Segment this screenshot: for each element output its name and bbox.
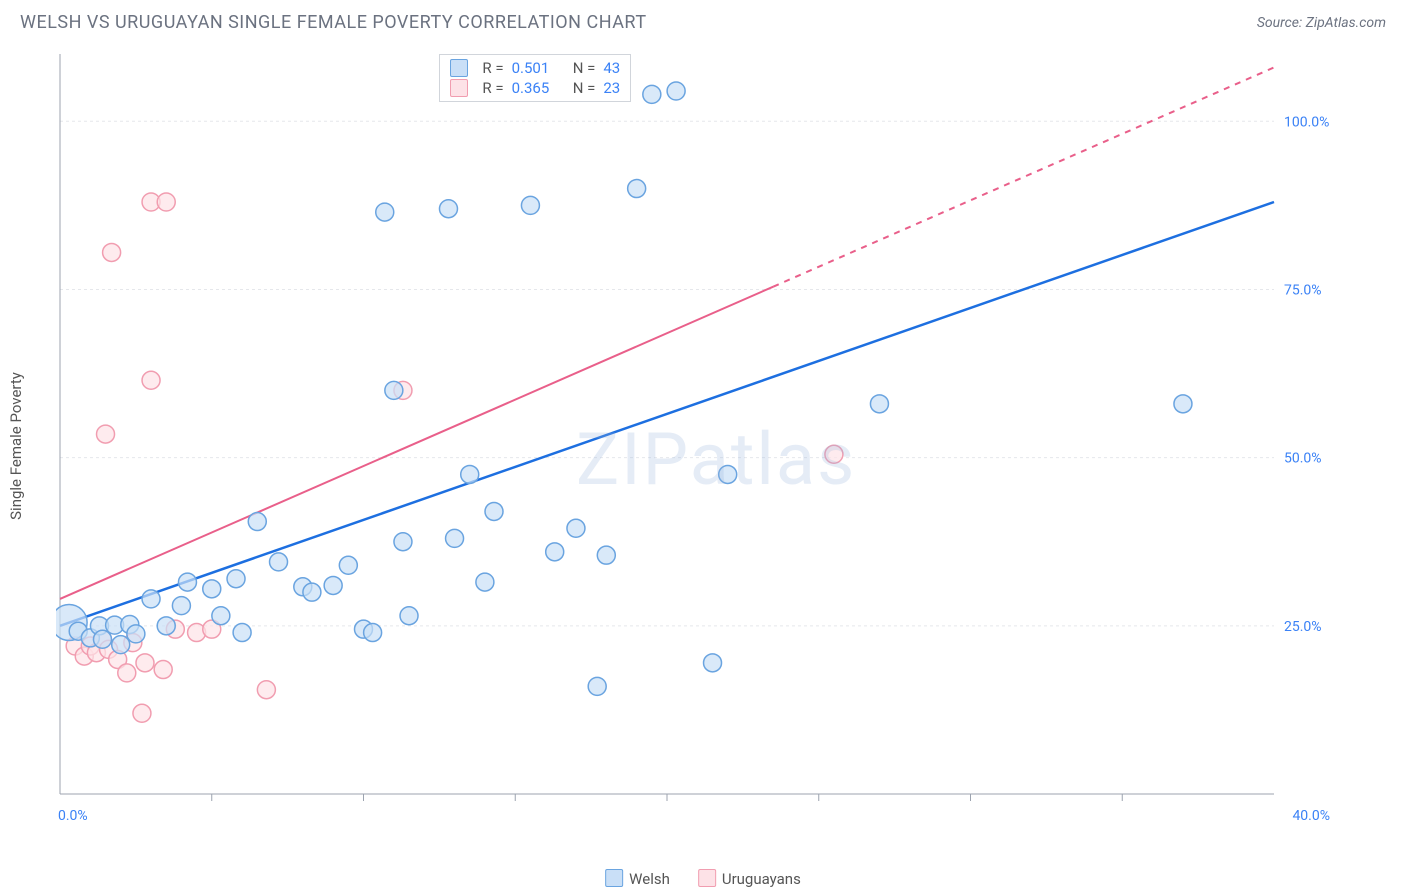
scatter-chart: 0.0% 40.0% 25.0% 50.0% 75.0% 100.0% <box>56 48 1346 828</box>
correlation-legend: R = 0.501 N = 43 R = 0.365 N = 23 <box>439 54 631 102</box>
svg-text:25.0%: 25.0% <box>1284 619 1322 635</box>
chart-title: WELSH VS URUGUAYAN SINGLE FEMALE POVERTY… <box>20 12 647 33</box>
svg-text:100.0%: 100.0% <box>1284 114 1329 130</box>
svg-text:40.0%: 40.0% <box>1292 808 1330 824</box>
svg-text:0.0%: 0.0% <box>58 808 88 824</box>
series-legend: Welsh Uruguayans <box>605 869 801 888</box>
legend-item: Welsh <box>605 869 670 888</box>
svg-text:50.0%: 50.0% <box>1284 451 1322 467</box>
y-axis-label: Single Female Poverty <box>7 372 25 520</box>
legend-row: R = 0.365 N = 23 <box>450 79 620 97</box>
source-label: Source: ZipAtlas.com <box>1257 15 1386 31</box>
legend-item: Uruguayans <box>698 869 801 888</box>
legend-row: R = 0.501 N = 43 <box>450 59 620 77</box>
svg-text:75.0%: 75.0% <box>1284 282 1322 298</box>
